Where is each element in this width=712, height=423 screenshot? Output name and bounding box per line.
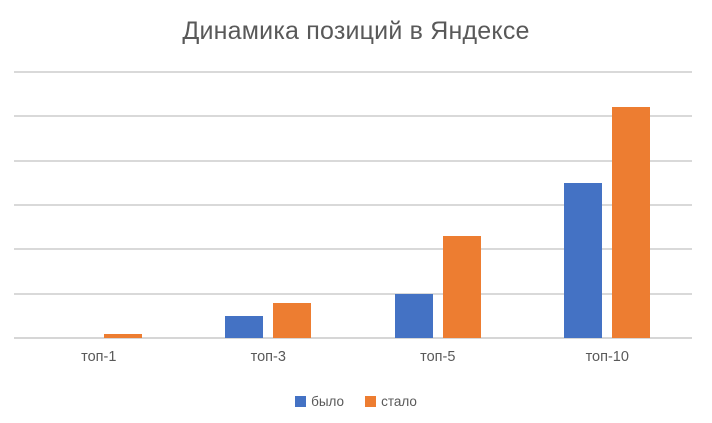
bar-было-топ-10 — [564, 182, 603, 338]
legend-swatch-icon — [365, 396, 377, 407]
gridline — [14, 71, 692, 73]
bar-стало-топ-10 — [612, 107, 651, 338]
bar-стало-топ-3 — [273, 302, 312, 338]
gridline — [14, 115, 692, 118]
gridline — [14, 159, 692, 162]
plot-area — [14, 71, 692, 339]
bar-было-топ-3 — [225, 315, 264, 338]
chart-title: Динамика позиций в Яндексе — [182, 17, 530, 45]
legend-item-стало: стало — [365, 394, 417, 409]
bar-стало-топ-5 — [442, 236, 481, 338]
legend-label: было — [311, 394, 345, 409]
bar-было-топ-5 — [394, 293, 433, 338]
legend: было стало — [0, 394, 712, 409]
x-axis-label-топ-3: топ-3 — [250, 349, 286, 365]
x-axis-label-топ-1: топ-1 — [81, 349, 117, 365]
legend-item-было: было — [295, 394, 344, 409]
gridline — [14, 248, 692, 251]
x-axis-labels: топ-1 топ-3 топ-5 топ-10 — [14, 349, 692, 369]
legend-swatch-icon — [295, 396, 307, 407]
x-axis-label-топ-10: топ-10 — [585, 349, 629, 365]
gridline — [14, 292, 692, 295]
x-axis-label-топ-5: топ-5 — [420, 349, 456, 365]
x-axis-line — [14, 337, 692, 339]
bar-стало-топ-1 — [103, 333, 142, 338]
gridline — [14, 204, 692, 206]
legend-label: стало — [381, 394, 417, 409]
